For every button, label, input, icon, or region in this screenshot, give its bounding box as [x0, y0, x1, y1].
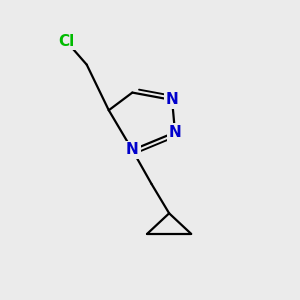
Text: N: N	[169, 125, 182, 140]
Text: Cl: Cl	[58, 34, 74, 49]
Text: N: N	[166, 92, 178, 107]
Text: N: N	[126, 142, 139, 158]
